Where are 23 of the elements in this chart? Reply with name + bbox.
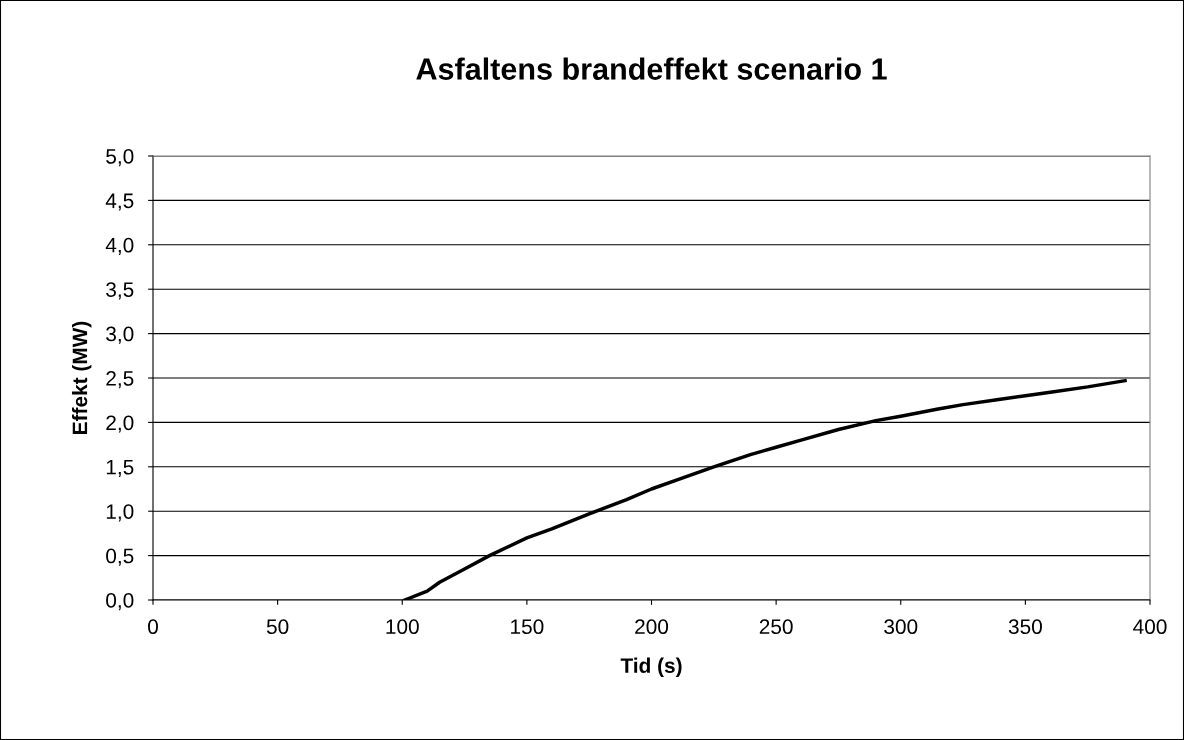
chart-title: Asfaltens brandeffekt scenario 1: [416, 57, 887, 80]
x-tick-label: 100: [386, 619, 419, 635]
y-tick-label: 2,0: [106, 415, 134, 433]
x-tick-label: 150: [511, 619, 544, 635]
y-tick-label: 3,5: [106, 282, 134, 300]
y-tick-label: 0,0: [106, 593, 134, 611]
x-tick-label: 300: [884, 619, 918, 635]
x-tick-label: 400: [1133, 619, 1167, 635]
y-tick-label: 5,0: [106, 149, 134, 167]
y-tick-label: 0,5: [106, 548, 134, 566]
x-tick-label: 0: [148, 619, 158, 635]
x-tick-label: 350: [1008, 619, 1042, 635]
y-tick-label: 2,5: [106, 371, 134, 389]
y-axis-title: Effekt (MW): [71, 321, 92, 434]
y-tick-label: 1,0: [106, 504, 134, 522]
y-tick-label: 1,5: [106, 460, 134, 478]
y-tick-label: 4,5: [105, 193, 134, 211]
x-tick-label: 250: [759, 619, 793, 635]
x-tick-label: 200: [635, 619, 669, 635]
y-tick-label: 3,0: [106, 326, 134, 344]
x-tick-label: 50: [266, 619, 289, 635]
y-tick-label: 4,0: [105, 237, 134, 256]
x-axis-title: Tid (s): [620, 657, 682, 678]
